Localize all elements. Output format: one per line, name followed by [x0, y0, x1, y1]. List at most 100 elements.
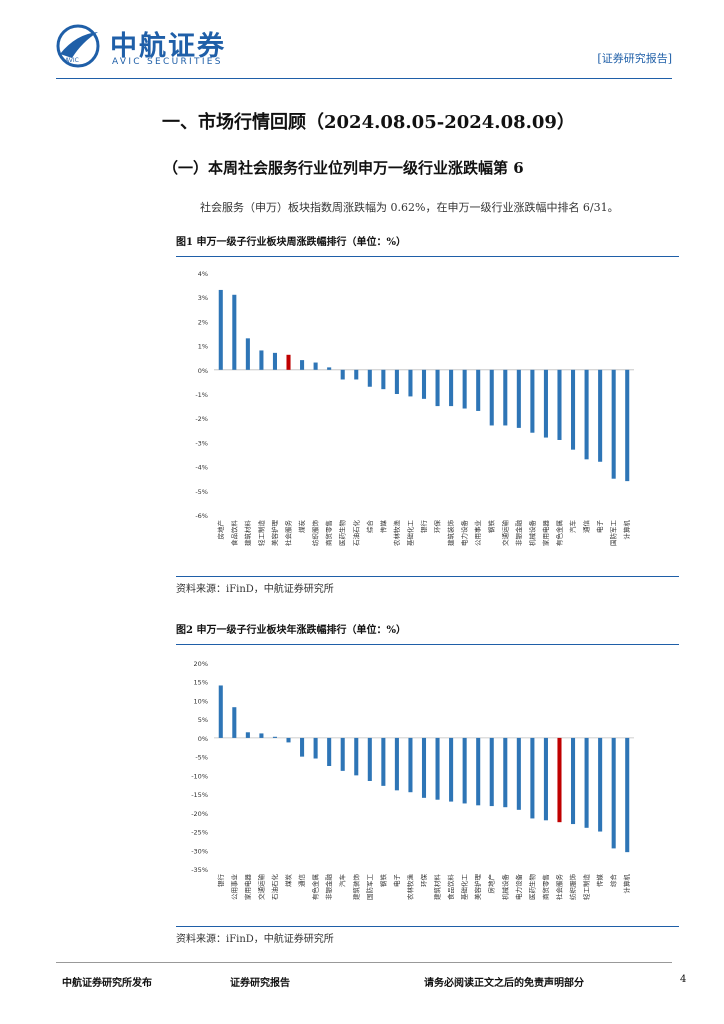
- chart2-bar: [313, 737, 318, 759]
- chart1-category-label: 纺织服饰: [311, 520, 320, 547]
- chart1-ytick-label: 0%: [198, 367, 208, 375]
- chart2-category-label: 公用事业: [229, 874, 238, 901]
- chart1-category-label: 有色金属: [554, 520, 563, 546]
- chart2-ytick-label: 5%: [198, 716, 208, 724]
- chart2-category-label: 商贸零售: [541, 874, 550, 900]
- chart2-category-label: 房地产: [487, 874, 496, 894]
- chart1-bar: [272, 352, 277, 370]
- brand-name-cn: 中航证券: [110, 31, 226, 62]
- chart1-category-label: 商贸零售: [324, 520, 333, 546]
- chart2-bar: [367, 737, 372, 781]
- chart1-category-label: 传媒: [378, 520, 387, 534]
- brand-logo: AVIC 中航证券 AVIC SECURITIES: [56, 22, 256, 72]
- chart2-category-label: 有色金属: [311, 874, 320, 900]
- chart2-ytick-label: -15%: [191, 791, 208, 799]
- chart2-bar: [625, 737, 630, 853]
- chart2-bar: [571, 737, 576, 825]
- chart1-category-label: 计算机: [622, 520, 631, 540]
- chart2-bar: [435, 737, 440, 800]
- chart2-bar: [421, 737, 427, 798]
- chart2-category-label: 通信: [297, 874, 306, 888]
- chart2-bar: [340, 737, 345, 771]
- chart1-bar: [327, 367, 332, 370]
- chart1-category-label: 石油石化: [351, 520, 360, 547]
- chart1-category-label: 电子: [595, 520, 604, 534]
- report-tag: [证券研究报告]: [597, 52, 672, 65]
- chart2-bar: [611, 737, 616, 849]
- chart1-bar: [245, 338, 250, 370]
- figure1-title: 图1 申万一级子行业板块周涨跌幅排行（单位：%）: [176, 237, 406, 248]
- chart1-category-label: 国防军工: [609, 520, 618, 547]
- chart1-category-label: 农林牧渔: [392, 520, 401, 547]
- chart2-category-label: 综合: [609, 874, 618, 888]
- chart2-category-label: 食品饮料: [446, 874, 455, 901]
- chart1-ytick-label: 2%: [198, 318, 208, 326]
- avic-logo-icon: AVIC: [56, 24, 100, 68]
- chart1-category-label: 美容护理: [270, 520, 279, 547]
- chart1-category-label: 非银金融: [514, 520, 523, 547]
- header-divider: [56, 78, 672, 79]
- chart2-bar: [598, 737, 603, 832]
- chart1-ytick-label: 3%: [198, 294, 208, 302]
- chart2-category-label: 建筑材料: [433, 874, 442, 901]
- chart1-bar: [381, 369, 386, 390]
- chart1-category-label: 通信: [582, 520, 591, 534]
- chart1-ytick-label: 4%: [198, 270, 208, 278]
- chart2-bar: [245, 732, 250, 738]
- chart2-category-label: 银行: [216, 874, 225, 888]
- chart2-category-label: 环保: [419, 874, 428, 888]
- chart1-category-label: 社会服务: [284, 520, 293, 547]
- chart1-ytick-label: -5%: [195, 488, 208, 496]
- chart2-category-label: 钢铁: [378, 874, 387, 888]
- chart2-category-label: 家用电器: [243, 874, 252, 901]
- chart2-category-label: 纺织服饰: [568, 874, 577, 901]
- chart2-bar: [543, 737, 548, 821]
- chart2-ytick-label: -20%: [191, 810, 208, 818]
- chart1-bar: [530, 369, 535, 433]
- chart1-bar: [584, 369, 589, 460]
- chart2-category-label: 建筑装饰: [351, 874, 360, 901]
- chart2-category-label: 电子: [392, 874, 401, 888]
- figure1-chart: 4% 3% 2% 1% 0% -1% -2% -3% -4% -5% -6% 房地产 食品饮料 建筑材料轻…: [195, 270, 634, 547]
- chart1-bar: [571, 369, 576, 450]
- chart2-bar: [503, 737, 508, 808]
- figure1-bottom-rule: [176, 576, 679, 577]
- chart2-category-label: 美容护理: [473, 874, 482, 901]
- chart2-category-label: 轻工制造: [582, 874, 591, 901]
- chart2-category-label: 基础化工: [460, 874, 469, 901]
- chart2-bar: [449, 737, 454, 802]
- figure2-source: 资料来源：iFinD，中航证券研究所: [176, 934, 334, 945]
- chart2-category-label: 汽车: [338, 874, 347, 888]
- chart2-bar: [272, 736, 277, 738]
- chart1-bar: [367, 369, 372, 387]
- footer-divider: [56, 962, 672, 963]
- chart2-bar: [286, 737, 291, 743]
- chart1-category-label: 建筑装饰: [446, 520, 455, 547]
- chart1-bar: [435, 369, 440, 407]
- chart1-bar: [394, 369, 399, 394]
- chart2-ytick-label: -25%: [191, 829, 208, 837]
- chart2-ytick-label: 15%: [194, 679, 208, 687]
- figure1-top-rule: [176, 256, 679, 257]
- chart1-ytick-label: 1%: [198, 343, 208, 351]
- chart1-category-label: 房地产: [216, 520, 225, 540]
- chart1-bar: [408, 369, 413, 397]
- chart2-category-label: 石油石化: [270, 874, 279, 901]
- chart1-category-label: 银行: [419, 520, 428, 534]
- chart2-category-label: 社会服务: [554, 874, 563, 901]
- chart2-category-label: 电力设备: [514, 874, 523, 901]
- chart1-category-label: 汽车: [568, 520, 577, 534]
- subsection-title: （一）本周社会服务行业位列申万一级行业涨跌幅第 6: [163, 159, 524, 177]
- chart1-bar: [476, 369, 481, 411]
- chart1-bar: [421, 369, 427, 399]
- chart2-bar: [354, 737, 359, 776]
- chart2-category-label: 交通运输: [256, 874, 265, 901]
- figure2-bottom-rule: [176, 926, 679, 927]
- chart2-bar: [232, 707, 237, 738]
- chart2-bar: [557, 737, 562, 823]
- chart1-bar: [340, 369, 345, 380]
- chart1-bar: [625, 369, 630, 482]
- chart2-bar: [408, 737, 413, 793]
- chart2-category-label: 传媒: [595, 874, 604, 888]
- chart2-bar: [259, 733, 264, 738]
